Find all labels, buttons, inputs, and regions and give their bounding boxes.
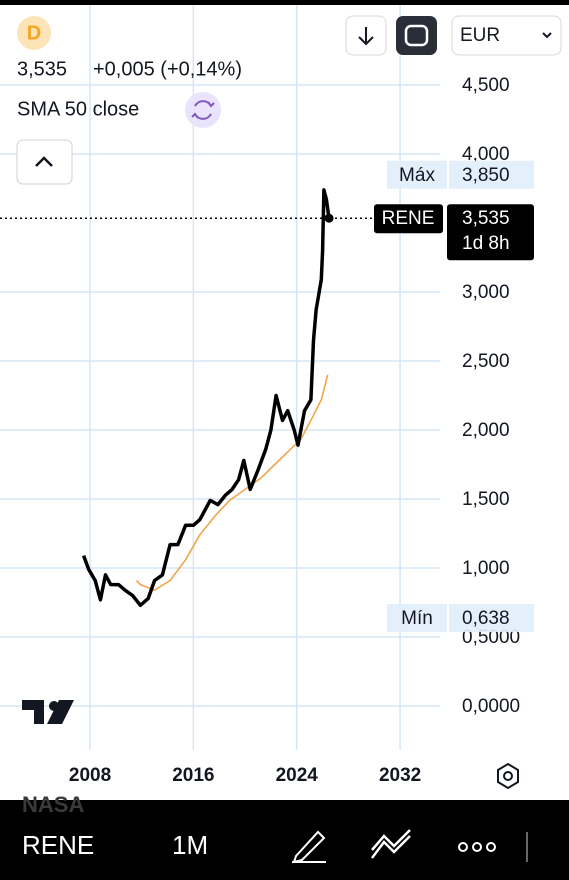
more-dot bbox=[472, 842, 482, 852]
tv-logo-dot bbox=[49, 701, 59, 711]
bottom-toolbar bbox=[0, 800, 569, 880]
y-tick-label: 0,5000 bbox=[462, 627, 520, 648]
dropdown-arrow bbox=[542, 32, 552, 39]
settings-icon[interactable] bbox=[497, 762, 519, 790]
watermark: NASA bbox=[22, 792, 84, 817]
header-change: +0,005 (+0,14%) bbox=[93, 58, 242, 80]
price-line bbox=[81, 188, 331, 608]
indicators-icon[interactable] bbox=[371, 829, 411, 859]
collapse-button[interactable] bbox=[16, 139, 73, 185]
fullscreen-button[interactable] bbox=[396, 16, 437, 55]
min-value-label: 0,638 bbox=[462, 608, 510, 629]
min-value-badge bbox=[449, 604, 534, 633]
header-price: 3,535 bbox=[17, 58, 67, 80]
last-price-label: 3,535 bbox=[462, 208, 510, 229]
x-tick-label: 2008 bbox=[69, 765, 111, 786]
y-tick-label: 2,500 bbox=[462, 351, 510, 372]
sma-line bbox=[135, 374, 329, 591]
y-tick-label: 1,000 bbox=[462, 558, 510, 579]
indicator-legend: SMA 50 close bbox=[17, 98, 139, 120]
max-value-badge bbox=[449, 160, 534, 189]
currency-label: EUR bbox=[460, 25, 500, 46]
y-tick-label: 0,0000 bbox=[462, 696, 520, 717]
more-dot bbox=[486, 842, 496, 852]
refresh-icon bbox=[191, 100, 215, 120]
x-tick-label: 2016 bbox=[172, 765, 214, 786]
max-badge bbox=[387, 160, 447, 189]
symbol-badge bbox=[374, 204, 443, 234]
drawing-tool-icon[interactable] bbox=[292, 830, 326, 864]
fullscreen-icon bbox=[404, 24, 429, 47]
min-badge-label: Mín bbox=[401, 608, 433, 629]
status-bar bbox=[0, 0, 569, 5]
symbol-icon-letter: D bbox=[27, 22, 41, 44]
last-price-dot bbox=[324, 213, 334, 223]
x-tick-label: 2032 bbox=[379, 765, 421, 786]
y-tick-label: 4,000 bbox=[462, 144, 510, 165]
currency-select[interactable] bbox=[451, 15, 562, 56]
x-tick-label: 2024 bbox=[276, 765, 319, 786]
tv-logo bbox=[22, 700, 74, 724]
symbol-badge-label: RENE bbox=[382, 208, 435, 229]
max-badge-label: Máx bbox=[399, 165, 435, 186]
settings-icon-center bbox=[503, 771, 513, 781]
y-tick-label: 2,000 bbox=[462, 420, 510, 441]
toolbar-symbol[interactable]: RENE bbox=[22, 830, 94, 860]
y-tick-label: 1,500 bbox=[462, 489, 510, 510]
max-value-label: 3,850 bbox=[462, 165, 510, 186]
plot-layer: Máx 3,850 Mín 0,638 RENE 3,535 1d 8h bbox=[0, 160, 534, 633]
indicator-refresh-button[interactable] bbox=[185, 92, 221, 128]
last-price-badge bbox=[447, 204, 534, 261]
collapse-icon bbox=[35, 156, 53, 167]
countdown-label: 1d 8h bbox=[462, 233, 510, 254]
download-icon bbox=[358, 27, 374, 46]
y-tick-label: 3,000 bbox=[462, 282, 510, 303]
min-badge bbox=[387, 604, 447, 633]
grid-layer: 4,500 4,000 3,000 2,500 2,000 1,500 1,000 0,500… bbox=[0, 5, 520, 786]
toolbar-interval[interactable]: 1M bbox=[172, 830, 208, 860]
y-tick-label: 4,500 bbox=[462, 75, 510, 96]
more-dot[interactable] bbox=[458, 842, 468, 852]
symbol-icon[interactable] bbox=[17, 16, 51, 50]
